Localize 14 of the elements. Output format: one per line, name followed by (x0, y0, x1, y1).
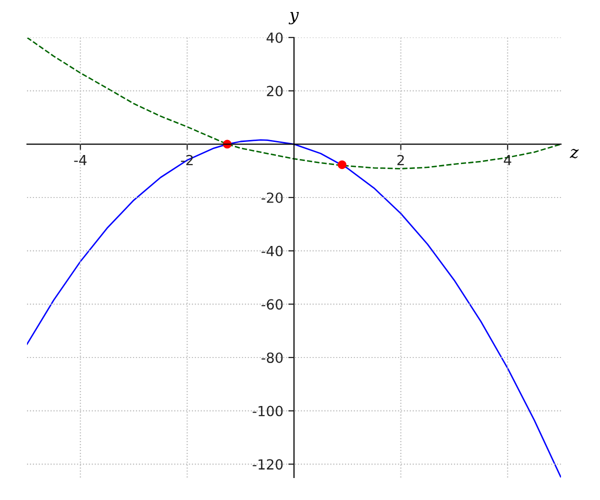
x-tick-label: 2 (397, 154, 404, 166)
y-tick-label: -100 (252, 406, 283, 416)
y-tick-label: 20 (266, 86, 283, 96)
y-tick-label: -60 (262, 299, 283, 310)
x-tick-label: -4 (74, 155, 87, 166)
y-tick-label: -120 (252, 459, 283, 470)
y-axis-title: y (288, 12, 299, 24)
y-tick-label: -80 (262, 352, 283, 363)
y-tick-label: 40 (266, 32, 283, 43)
x-axis-title: z (570, 148, 579, 158)
y-tick-label: -20 (262, 192, 283, 203)
line-series (27, 139, 561, 478)
x-tick-label: 4 (504, 155, 512, 166)
y-tick-label: -40 (262, 246, 283, 256)
